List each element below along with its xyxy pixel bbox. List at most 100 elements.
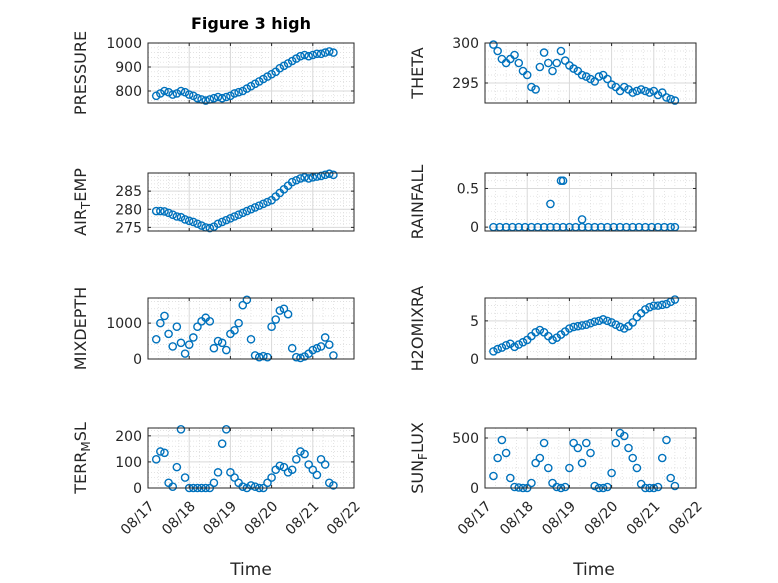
data-point bbox=[548, 335, 557, 345]
data-point bbox=[217, 338, 227, 348]
data-point bbox=[577, 70, 587, 80]
data-point bbox=[151, 206, 161, 216]
data-point bbox=[581, 438, 591, 448]
data-point bbox=[603, 316, 612, 326]
x-tick-label: 08/21 bbox=[624, 498, 664, 538]
data-point bbox=[176, 338, 186, 348]
data-point bbox=[221, 92, 231, 102]
data-point bbox=[324, 340, 334, 349]
y-tick-label: 100 bbox=[115, 455, 142, 471]
data-point bbox=[320, 48, 330, 57]
axes-box bbox=[484, 42, 697, 104]
data-point bbox=[615, 322, 625, 332]
data-point bbox=[662, 435, 671, 445]
data-point bbox=[544, 58, 553, 68]
data-point bbox=[544, 463, 553, 473]
data-point bbox=[603, 74, 612, 84]
data-point bbox=[259, 199, 268, 209]
data-point bbox=[611, 438, 621, 448]
data-point bbox=[581, 72, 591, 81]
x-tick-label: 08/18 bbox=[159, 498, 199, 538]
data-point bbox=[180, 349, 190, 358]
data-point bbox=[296, 353, 305, 363]
y-tick-label: 280 bbox=[115, 202, 142, 218]
data-point bbox=[527, 478, 536, 488]
data-point bbox=[275, 306, 285, 315]
data-point bbox=[628, 318, 638, 327]
data-point bbox=[497, 435, 507, 445]
data-point bbox=[242, 295, 252, 305]
data-point bbox=[560, 482, 570, 492]
data-point bbox=[586, 318, 595, 328]
data-point bbox=[180, 215, 190, 224]
data-point bbox=[168, 90, 178, 99]
data-point bbox=[573, 443, 583, 453]
y-axis-label-part: RAINFALL bbox=[408, 165, 427, 240]
data-point bbox=[514, 340, 524, 349]
y-axis-label-part: EMP bbox=[71, 168, 90, 202]
data-point bbox=[535, 325, 545, 335]
subplot-6: 0 5 H2OMIXRA bbox=[408, 286, 697, 372]
y-tick-label: 0 bbox=[470, 481, 479, 497]
data-point bbox=[657, 453, 667, 463]
data-point bbox=[300, 173, 309, 182]
subplot-8: 0 500 08/17 08/18 08/19 08/20 08/21 08/22 SUNFLU… bbox=[408, 422, 706, 538]
y-tick-label: 0 bbox=[470, 220, 479, 236]
data-point bbox=[320, 333, 330, 342]
data-point bbox=[527, 82, 536, 92]
data-point bbox=[217, 439, 227, 448]
y-tick-label: 5 bbox=[470, 314, 479, 330]
data-point bbox=[296, 51, 305, 61]
figure-title: Figure 3 high bbox=[191, 14, 311, 33]
y-tick-label: 1000 bbox=[106, 316, 142, 332]
data-point bbox=[539, 438, 549, 448]
y-tick-label: 200 bbox=[115, 429, 142, 445]
data-point bbox=[329, 48, 338, 57]
data-point bbox=[316, 342, 326, 351]
data-point bbox=[624, 443, 633, 453]
data-point bbox=[632, 86, 642, 96]
axes-box bbox=[484, 172, 697, 232]
data-point bbox=[628, 88, 638, 97]
data-point bbox=[645, 302, 654, 312]
data-point bbox=[292, 352, 301, 362]
data-point bbox=[489, 347, 498, 356]
x-tick-label: 08/18 bbox=[497, 498, 537, 538]
x-axis-label-left: Time bbox=[229, 560, 272, 580]
y-axis-label: H2OMIXRA bbox=[408, 286, 427, 372]
data-point bbox=[221, 425, 231, 434]
subplot-4: 0 0.5 RAINFALL bbox=[408, 165, 697, 240]
axes-box bbox=[147, 42, 355, 104]
data-point bbox=[296, 174, 305, 183]
data-point bbox=[493, 46, 502, 56]
data-point bbox=[518, 337, 528, 347]
data-point bbox=[213, 336, 223, 346]
data-point bbox=[590, 77, 600, 86]
axes-box bbox=[484, 297, 697, 360]
data-point bbox=[263, 478, 272, 488]
data-point bbox=[279, 304, 289, 314]
data-point bbox=[645, 88, 654, 97]
data-point bbox=[316, 455, 326, 464]
data-point bbox=[193, 322, 202, 332]
data-point bbox=[250, 203, 260, 212]
data-point bbox=[189, 217, 198, 227]
data-point bbox=[254, 352, 264, 362]
y-axis-label-part: AIR bbox=[71, 209, 90, 236]
data-point bbox=[560, 56, 570, 65]
y-tick-label: 1000 bbox=[106, 36, 142, 52]
data-point bbox=[632, 463, 642, 473]
data-point bbox=[535, 453, 545, 463]
axes-box bbox=[147, 297, 355, 360]
x-tick-label: 08/21 bbox=[283, 498, 323, 538]
data-point bbox=[531, 458, 540, 468]
data-point bbox=[176, 86, 186, 96]
y-axis-label: THETA bbox=[408, 47, 427, 99]
data-point bbox=[577, 458, 587, 468]
axes-background bbox=[485, 173, 696, 231]
data-point bbox=[304, 51, 313, 61]
data-point bbox=[603, 482, 612, 492]
data-point bbox=[292, 455, 301, 464]
data-point bbox=[569, 438, 578, 448]
